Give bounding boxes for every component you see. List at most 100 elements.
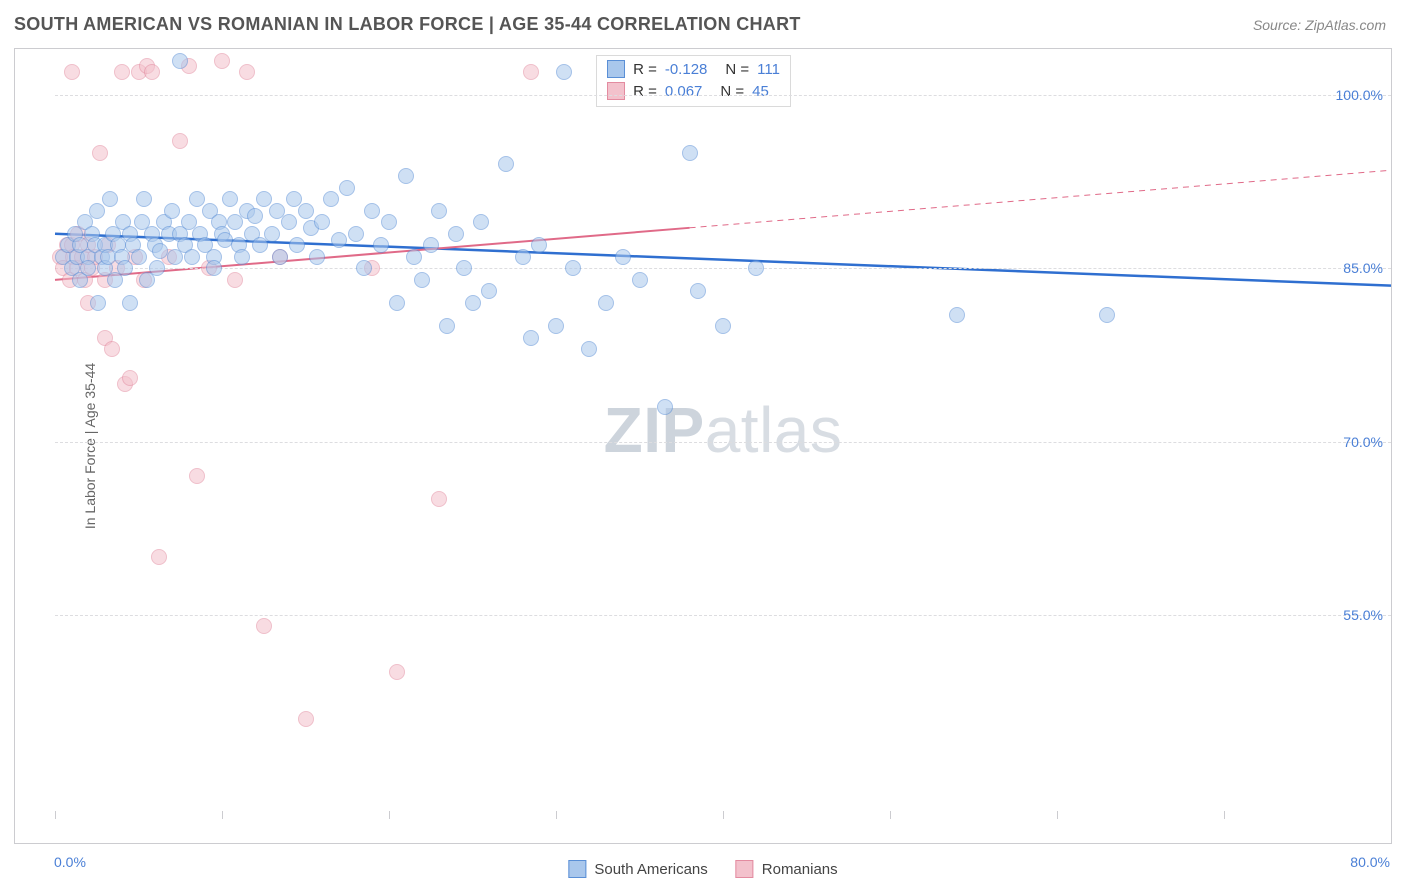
scatter-point — [456, 260, 472, 276]
scatter-point — [431, 491, 447, 507]
scatter-point — [715, 318, 731, 334]
series-legend: South Americans Romanians — [568, 860, 837, 878]
scatter-point — [481, 283, 497, 299]
scatter-point — [184, 249, 200, 265]
scatter-point — [314, 214, 330, 230]
y-tick-label: 55.0% — [1343, 607, 1383, 623]
scatter-point — [748, 260, 764, 276]
legend-label: South Americans — [594, 861, 707, 878]
scatter-point — [298, 711, 314, 727]
scatter-point — [189, 191, 205, 207]
scatter-point — [234, 249, 250, 265]
scatter-point — [227, 272, 243, 288]
scatter-point — [523, 64, 539, 80]
gridline-h — [55, 442, 1391, 443]
x-tick — [55, 811, 56, 819]
scatter-point — [657, 399, 673, 415]
source-label: Source: ZipAtlas.com — [1253, 17, 1386, 33]
scatter-point — [632, 272, 648, 288]
scatter-point — [423, 237, 439, 253]
scatter-point — [339, 180, 355, 196]
gridline-h — [55, 615, 1391, 616]
scatter-point — [149, 260, 165, 276]
scatter-point — [289, 237, 305, 253]
x-axis-min-label: 0.0% — [54, 854, 86, 870]
scatter-point — [239, 64, 255, 80]
scatter-point — [172, 133, 188, 149]
stat-n-value: 45 — [752, 83, 769, 100]
y-tick-label: 70.0% — [1343, 434, 1383, 450]
scatter-point — [90, 295, 106, 311]
scatter-point — [151, 549, 167, 565]
scatter-point — [498, 156, 514, 172]
scatter-point — [406, 249, 422, 265]
scatter-point — [348, 226, 364, 242]
scatter-point — [431, 203, 447, 219]
scatter-point — [356, 260, 372, 276]
stat-r-value: -0.128 — [665, 61, 708, 78]
x-tick — [389, 811, 390, 819]
scatter-point — [281, 214, 297, 230]
scatter-point — [548, 318, 564, 334]
regression-line-dashed — [690, 170, 1391, 228]
scatter-point — [465, 295, 481, 311]
x-tick — [222, 811, 223, 819]
scatter-point — [256, 191, 272, 207]
scatter-point — [682, 145, 698, 161]
legend-swatch — [607, 60, 625, 78]
scatter-point — [144, 64, 160, 80]
legend-swatch — [607, 82, 625, 100]
scatter-point — [214, 53, 230, 69]
scatter-point — [448, 226, 464, 242]
x-tick — [1224, 811, 1225, 819]
legend-item: Romanians — [736, 860, 838, 878]
stat-n-value: 111 — [757, 61, 780, 78]
scatter-point — [531, 237, 547, 253]
scatter-point — [164, 203, 180, 219]
scatter-point — [323, 191, 339, 207]
scatter-point — [152, 243, 168, 259]
gridline-h — [55, 268, 1391, 269]
scatter-point — [615, 249, 631, 265]
scatter-point — [581, 341, 597, 357]
scatter-point — [172, 53, 188, 69]
x-tick — [556, 811, 557, 819]
chart-title: SOUTH AMERICAN VS ROMANIAN IN LABOR FORC… — [14, 14, 801, 35]
legend-swatch — [568, 860, 586, 878]
stat-n-label: N = — [725, 61, 749, 78]
stat-legend-row: R = 0.067N = 45 — [607, 80, 780, 102]
scatter-point — [473, 214, 489, 230]
scatter-point — [247, 208, 263, 224]
scatter-point — [272, 249, 288, 265]
regression-lines-layer — [55, 49, 1391, 811]
y-tick-label: 100.0% — [1336, 87, 1383, 103]
scatter-point — [104, 341, 120, 357]
scatter-point — [598, 295, 614, 311]
scatter-point — [264, 226, 280, 242]
scatter-point — [222, 191, 238, 207]
scatter-point — [949, 307, 965, 323]
scatter-point — [122, 295, 138, 311]
legend-item: South Americans — [568, 860, 707, 878]
x-axis-max-label: 80.0% — [1350, 854, 1390, 870]
scatter-point — [131, 249, 147, 265]
x-tick — [1057, 811, 1058, 819]
scatter-point — [565, 260, 581, 276]
scatter-point — [515, 249, 531, 265]
scatter-point — [381, 214, 397, 230]
scatter-point — [102, 191, 118, 207]
legend-swatch — [736, 860, 754, 878]
x-tick — [723, 811, 724, 819]
scatter-point — [189, 468, 205, 484]
stat-r-label: R = — [633, 61, 657, 78]
scatter-point — [80, 260, 96, 276]
stat-r-value: 0.067 — [665, 83, 703, 100]
stat-legend: R = -0.128 N = 111 R = 0.067N = 45 — [596, 55, 791, 107]
scatter-point — [117, 260, 133, 276]
scatter-point — [389, 295, 405, 311]
scatter-point — [122, 370, 138, 386]
legend-label: Romanians — [762, 861, 838, 878]
scatter-point — [331, 232, 347, 248]
stat-legend-row: R = -0.128 N = 111 — [607, 58, 780, 80]
scatter-point — [309, 249, 325, 265]
